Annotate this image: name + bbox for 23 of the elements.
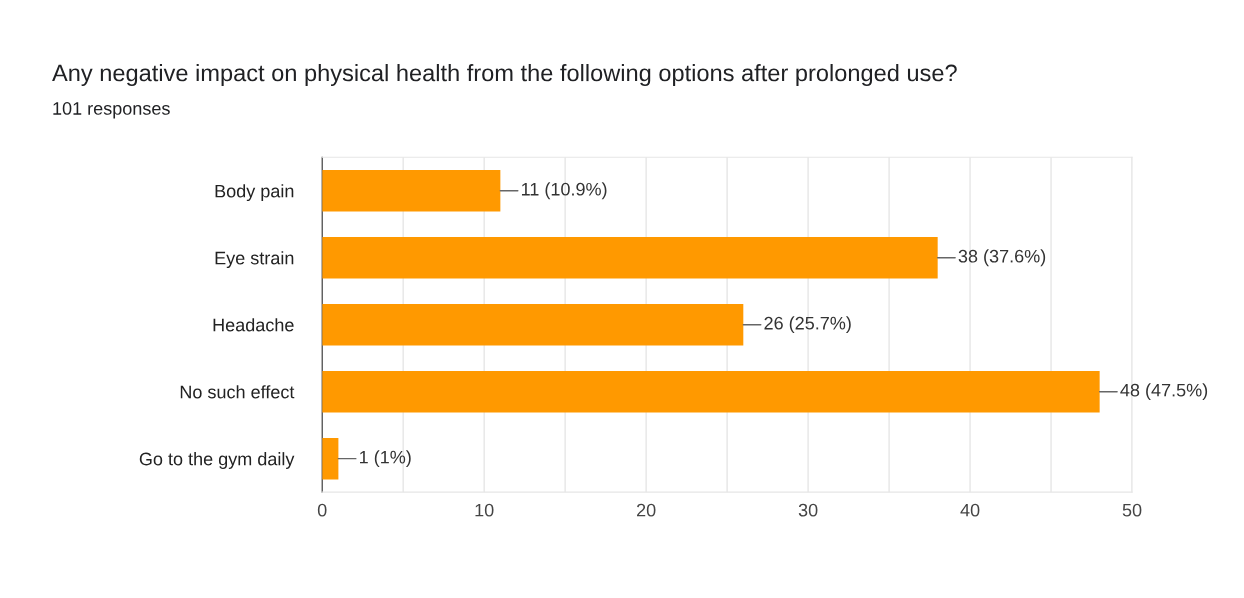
text: 101 responses: [53, 102, 170, 119]
bar: [322, 370, 1100, 413]
y-tick-label: Headache: [213, 318, 294, 332]
x-tick-label: 50: [1122, 503, 1142, 517]
bar: [322, 170, 501, 212]
x-tick-label: 10: [475, 503, 494, 517]
x-tick-label: 30: [798, 503, 818, 517]
y-tick-label: Eye strain: [215, 251, 294, 269]
data-label: 11 (10.9%): [521, 182, 607, 200]
x-tick-label: 20: [637, 503, 656, 517]
y-tick-label: Body pain: [215, 184, 294, 202]
bar: [322, 303, 744, 346]
x-tick-label: 0: [317, 503, 327, 517]
data-label: 38 (37.6%): [958, 249, 1046, 267]
bar: [322, 437, 339, 480]
bar: [322, 236, 938, 279]
data-label: 1 (1%): [360, 450, 411, 468]
chart-title: Any negative impact on physical health from the following options after prolonged use?: [52, 64, 957, 86]
x-tick-label: 40: [960, 503, 980, 517]
data-label: 48 (47.5%): [1120, 383, 1208, 401]
y-tick-label: No such effect: [180, 385, 295, 399]
data-label: 26 (25.7%): [764, 316, 851, 334]
y-tick-label: Go to the gym daily: [139, 452, 295, 469]
